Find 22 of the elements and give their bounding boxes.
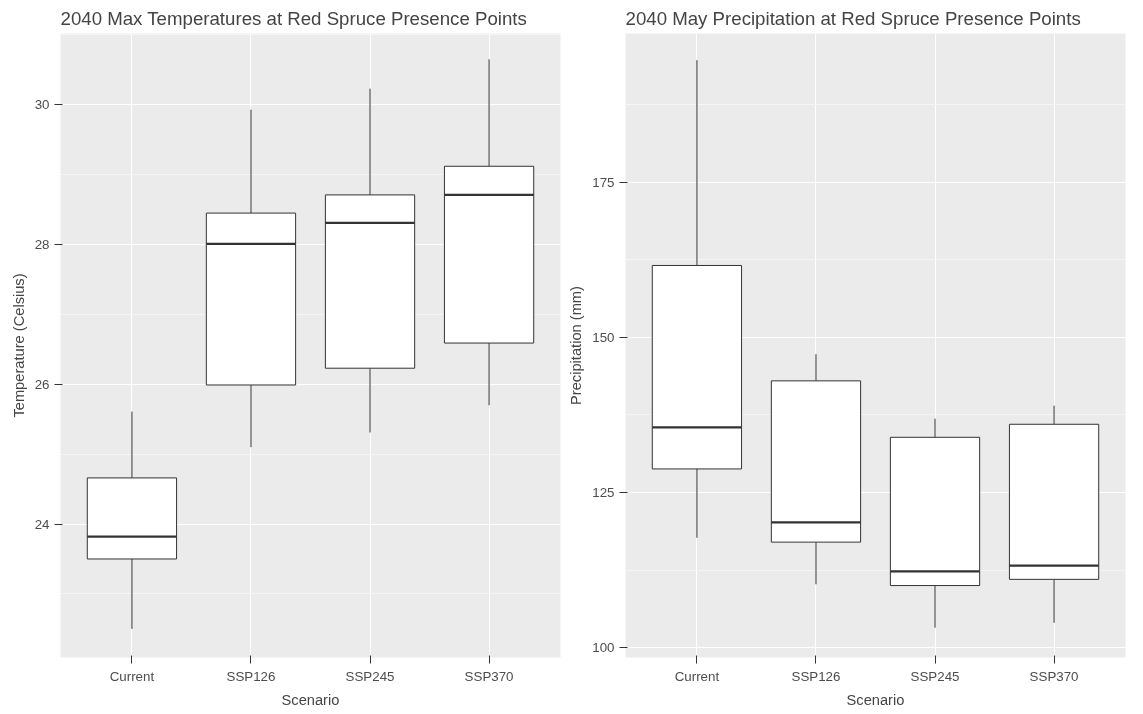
y-tick-label: 28 — [34, 237, 50, 253]
y-tick-label: 30 — [34, 97, 50, 113]
chart-title: 2040 May Precipitation at Red Spruce Presence Points — [625, 7, 1081, 29]
x-axis-title: Scenario — [846, 691, 905, 708]
x-axis-title: Scenario — [281, 691, 340, 708]
x-tick-label: SSP245 — [345, 668, 395, 684]
y-tick-label: 26 — [34, 376, 50, 392]
y-tick-label: 24 — [34, 516, 51, 532]
x-tick-label: SSP126 — [791, 668, 841, 684]
x-tick-label: SSP245 — [910, 668, 960, 684]
y-axis-title: Precipitation (mm) — [568, 286, 585, 405]
y-tick-label: 100 — [592, 640, 615, 656]
y-axis-title: Temperature (Celsius) — [10, 273, 27, 418]
y-tick-label: 175 — [592, 174, 615, 190]
y-tick-label: 150 — [592, 329, 615, 345]
x-tick-label: SSP370 — [464, 668, 514, 684]
x-tick-label: SSP126 — [226, 668, 276, 684]
y-tick-label: 125 — [592, 485, 615, 501]
chart-title: 2040 Max Temperatures at Red Spruce Presence Points — [60, 7, 527, 29]
x-tick-label: SSP370 — [1029, 668, 1079, 684]
x-tick-label: Current — [109, 668, 155, 684]
x-tick-label: Current — [674, 668, 720, 684]
